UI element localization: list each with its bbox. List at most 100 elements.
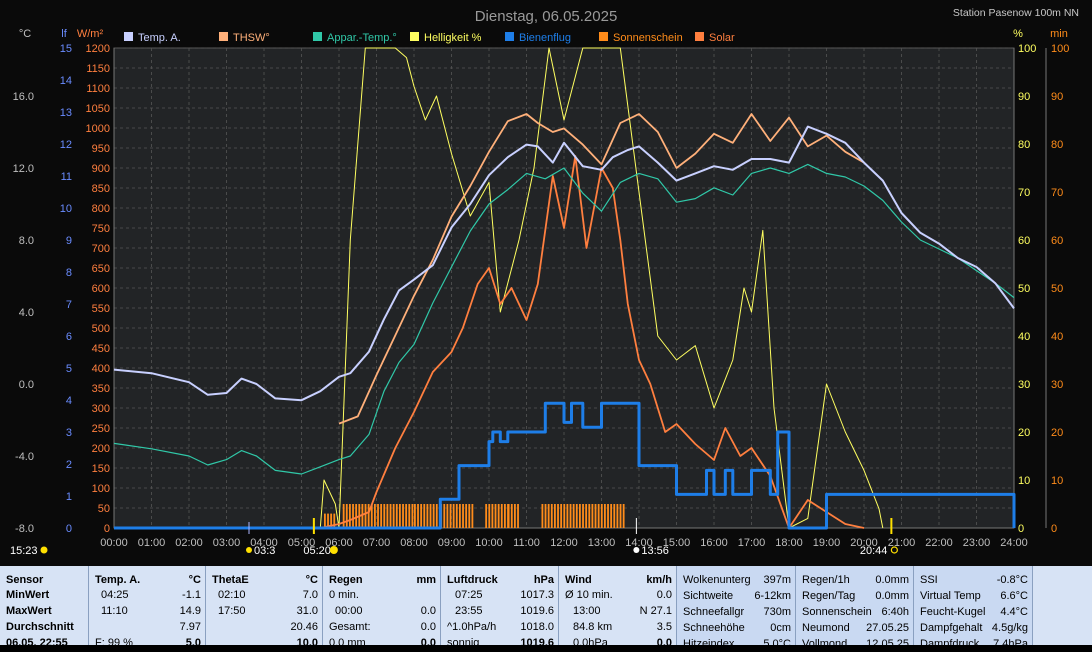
time-tick-label: 04:00	[250, 537, 278, 549]
temp-column: Temp. A. °C 04:25 -1.1 11:10 14.9 7.97 F: 9…	[89, 566, 205, 649]
sunshine-bar	[485, 504, 488, 528]
sunshine-bar	[607, 504, 609, 528]
time-tick-label: 08:00	[400, 537, 428, 549]
ssi-label: SSI	[920, 574, 938, 586]
sunshine-bar	[462, 504, 464, 528]
sonnenschein-value: 6:40h	[881, 606, 909, 618]
regen-1h-label: Regen/1h	[802, 574, 850, 586]
pct-tick-label: 100	[1018, 43, 1036, 55]
solar-tick-label: 1050	[86, 103, 110, 115]
sunshine-bar	[613, 504, 616, 528]
divider	[558, 566, 559, 645]
regen-info-column: Regen/1h 0.0mm Regen/Tag 0.0mm Sonnenschei…	[796, 566, 913, 650]
apparent-temp-line	[113, 163, 1015, 475]
regen-1h-value: 0.0mm	[875, 574, 909, 586]
solar-tick-label: 250	[92, 423, 110, 435]
min-tick-label: 80	[1051, 139, 1063, 151]
sunshine-bar	[491, 504, 494, 528]
sunshine-bar	[392, 504, 395, 528]
solar-tick-label: 750	[92, 223, 110, 235]
lf-axis-unit: lf	[61, 28, 67, 40]
sunshine-bar	[572, 504, 575, 528]
regen-max-value: 0.0	[420, 605, 436, 617]
sunshine-bar	[374, 504, 376, 528]
luftdruck-title: Luftdruck	[447, 574, 498, 586]
sunshine-bar	[395, 504, 398, 528]
min-tick-label: 50	[1051, 283, 1063, 295]
legend-swatch	[505, 32, 514, 41]
sunshine-bar	[541, 504, 544, 528]
schneehoehe-label: Schneehöhe	[683, 622, 745, 634]
sunshine-bar	[560, 504, 563, 528]
neumond-label: Neumond	[802, 622, 850, 634]
time-tick-label: 11:00	[513, 537, 540, 549]
solar-tick-label: 0	[104, 523, 110, 535]
min-tick-label: 10	[1051, 475, 1063, 487]
regen-column: Regen mm 0 min. 00:00 0.0 Gesamt: 0.0 0.0 m…	[323, 566, 440, 649]
time-tick-label: 19:00	[813, 537, 841, 549]
wind-extra: 0.0hPa	[573, 637, 608, 649]
hitzeindex-label: Hitzeindex	[683, 638, 735, 650]
sensor-column: Sensor MinWert MaxWert Durchschnitt 06.0…	[0, 566, 88, 649]
sichtweite-label: Sichtweite	[683, 590, 734, 602]
wind-title: Wind	[565, 574, 592, 586]
lf-tick-label: 3	[66, 427, 72, 439]
station-label: Station Pasenow 100m NN	[953, 7, 1079, 19]
time-tick-label: 07:00	[363, 537, 391, 549]
sunshine-bar	[411, 504, 414, 528]
sunshine-bar	[554, 504, 556, 528]
sunshine-bar	[569, 504, 572, 528]
dampfgehalt-label: Dampfgehalt	[920, 622, 983, 634]
sunrise-label: 05:20	[303, 545, 331, 557]
sunshine-bar	[510, 504, 513, 528]
moon-icon	[40, 546, 48, 554]
maxwert-label: MaxWert	[6, 605, 52, 617]
sunshine-bar	[585, 504, 588, 528]
lf-tick-label: 0	[66, 523, 72, 535]
pct-tick-label: 30	[1018, 379, 1030, 391]
time-tick-label: 02:00	[175, 537, 203, 549]
lf-tick-label: 9	[66, 235, 72, 247]
sunshine-bar	[324, 513, 326, 528]
sunshine-bar	[504, 504, 506, 528]
sunshine-bar	[423, 504, 426, 528]
misc-column: SSI -0.8°C Virtual Temp 6.6°C Feucht-Kugel…	[914, 566, 1032, 650]
solar-tick-label: 650	[92, 263, 110, 275]
legend-swatch	[599, 32, 608, 41]
solar-axis-unit: W/m²	[77, 28, 104, 40]
neumond-value: 27.05.25	[866, 622, 909, 634]
solar-tick-label: 200	[92, 443, 110, 455]
dampfgehalt-value: 4.5g/kg	[991, 622, 1028, 634]
luftdruck-column: Luftdruck hPa 07:25 1017.3 23:55 1019.6 ^1.…	[441, 566, 558, 649]
solar-tick-label: 1100	[86, 83, 110, 95]
sunshine-bar	[610, 504, 613, 528]
luftdruck-min-value: 1017.3	[520, 589, 554, 601]
schneefallgr-label: Schneefallgr	[683, 606, 745, 618]
sunshine-bar	[342, 504, 345, 528]
thetae-max-value: 31.0	[296, 605, 318, 617]
min-tick-label: 70	[1051, 187, 1063, 199]
pct-tick-label: 70	[1018, 187, 1030, 199]
sunshine-bar	[488, 504, 491, 528]
sunshine-bar	[597, 504, 600, 528]
solar-line	[320, 155, 865, 529]
sunshine-bar	[361, 504, 364, 528]
sunshine-bar	[429, 504, 432, 528]
thetae-min-value: 7.0	[302, 589, 318, 601]
solar-tick-label: 950	[92, 143, 110, 155]
thetae-title: ThetaE	[212, 574, 249, 586]
divider	[322, 566, 323, 645]
feucht-kugel-value: 4.4°C	[1000, 606, 1028, 618]
sunshine-bar	[575, 504, 578, 528]
sunshine-bar	[355, 504, 358, 528]
sunshine-bar	[452, 504, 455, 528]
time-tick-label: 17:00	[738, 537, 766, 549]
time-tick-label: 06:00	[325, 537, 353, 549]
sunshine-bar	[402, 504, 404, 528]
solar-tick-label: 1150	[86, 63, 110, 75]
sunshine-bar	[619, 504, 622, 528]
sunshine-bar	[544, 504, 547, 528]
temp-tick-label: -8.0	[15, 523, 34, 535]
sunshine-bar	[420, 504, 423, 528]
sunshine-bar	[364, 504, 367, 528]
